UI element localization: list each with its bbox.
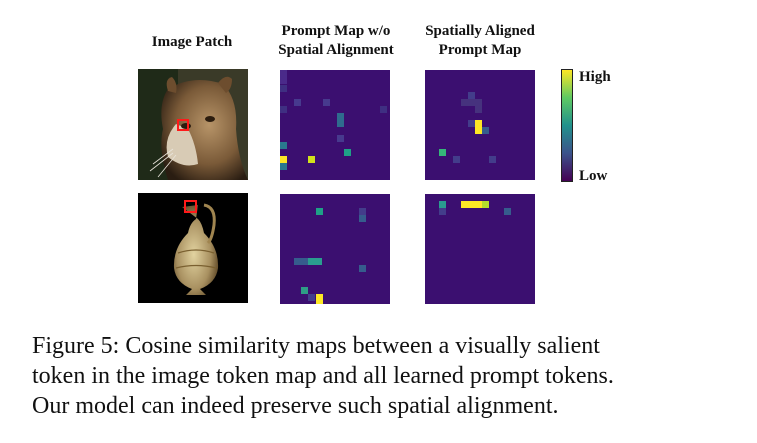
caption-line1: Figure 5: Cosine similarity maps between… — [32, 333, 600, 359]
cougar-image — [138, 69, 248, 180]
header-aligned-line2: Prompt Map — [438, 42, 522, 58]
colorbar-high-label: High — [579, 69, 611, 85]
vase-illustration — [138, 193, 248, 303]
header-prompt-map-wo-line2: Spatial Alignment — [278, 42, 394, 58]
heatmap-row1-aligned — [425, 70, 535, 180]
caption-line2: token in the image token map and all lea… — [32, 363, 614, 389]
header-prompt-map-wo-line1: Prompt Map w/o — [281, 23, 391, 39]
heatmap-row1-wo-alignment — [280, 70, 390, 180]
header-aligned-prompt-map: Spatially Aligned Prompt Map — [410, 22, 550, 60]
header-image-patch: Image Patch — [140, 33, 244, 52]
colorbar — [561, 69, 573, 182]
header-aligned-line1: Spatially Aligned — [425, 23, 535, 39]
header-prompt-map-wo-alignment: Prompt Map w/o Spatial Alignment — [262, 22, 410, 60]
figure-caption: Figure 5: Cosine similarity maps between… — [32, 331, 742, 421]
colorbar-low-label: Low — [579, 168, 608, 184]
caption-line3: Our model can indeed preserve such spati… — [32, 393, 559, 419]
heatmap-row2-aligned — [425, 194, 535, 304]
header-image-patch-text: Image Patch — [151, 34, 233, 50]
cougar-illustration — [138, 69, 248, 180]
salient-token-box-vase — [184, 200, 197, 213]
heatmap-row2-wo-alignment — [280, 194, 390, 304]
vase-image — [138, 193, 248, 303]
salient-token-box — [177, 119, 189, 131]
